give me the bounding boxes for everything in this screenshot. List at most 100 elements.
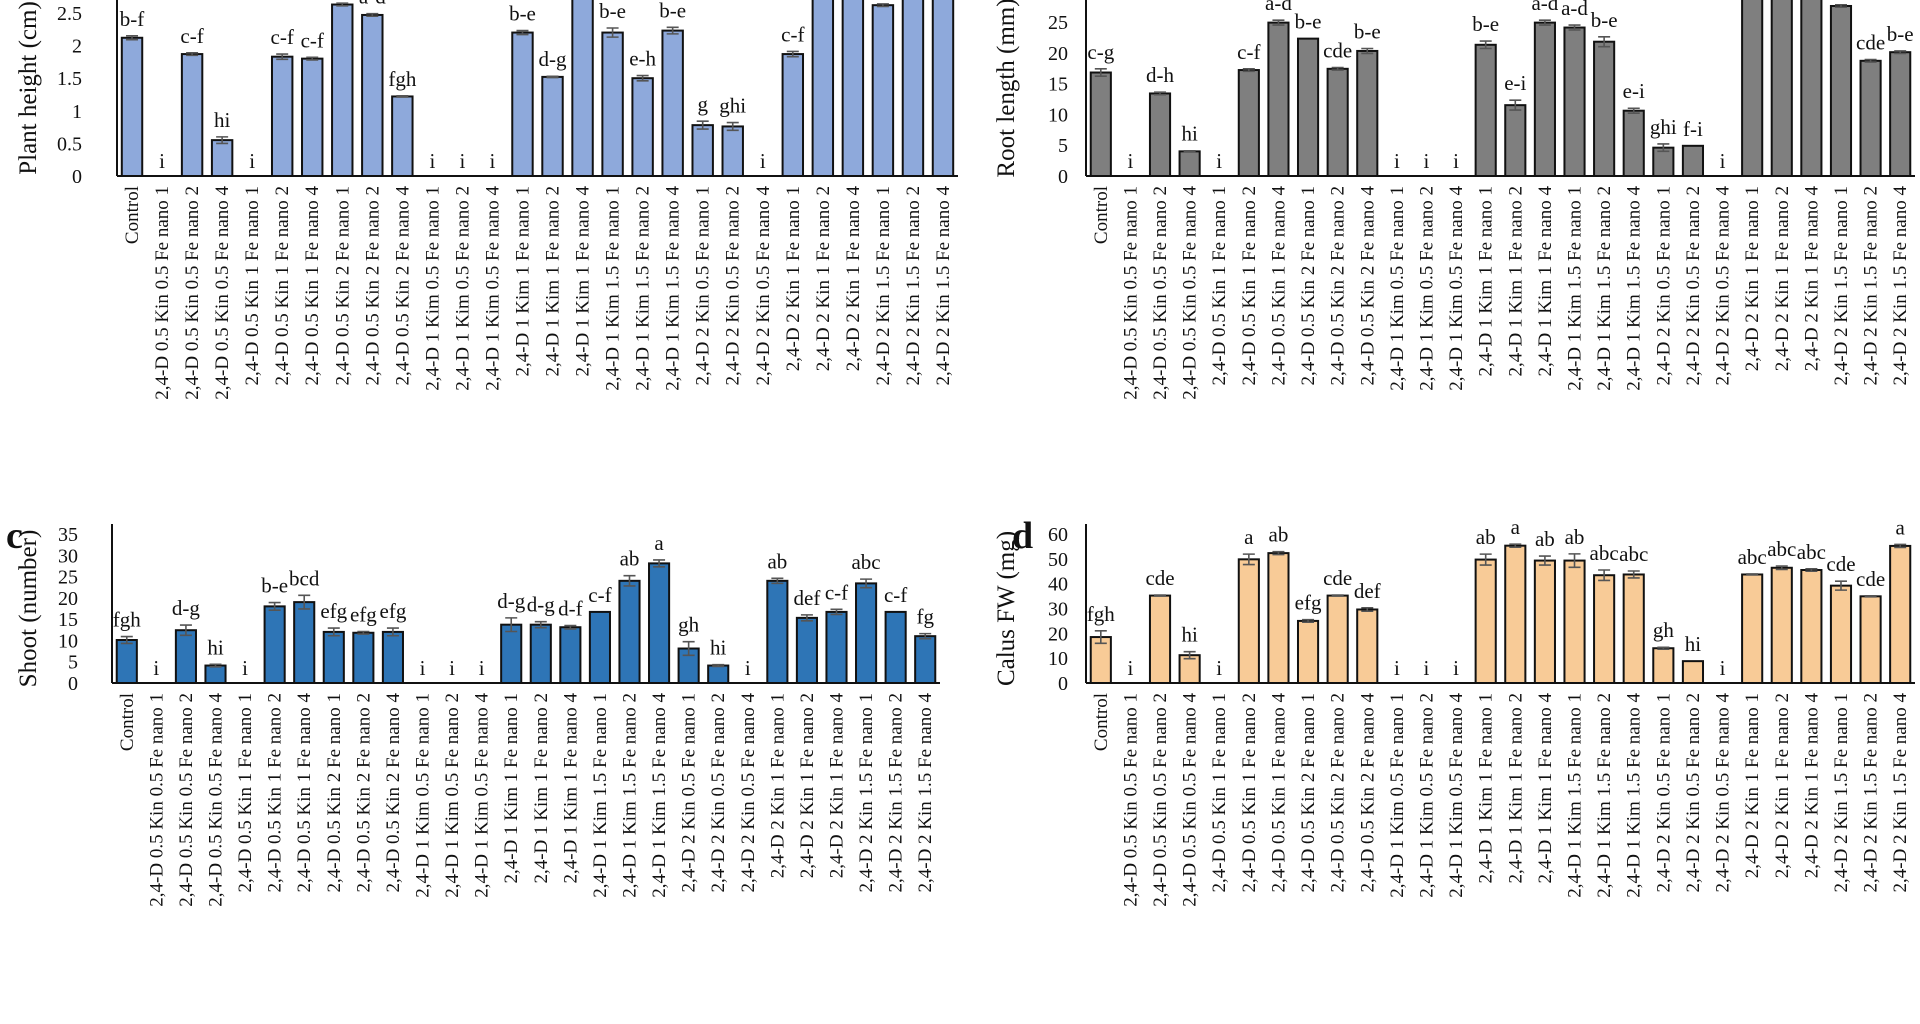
bar xyxy=(721,125,744,177)
significance-letter: fgh xyxy=(388,67,416,91)
error-bar xyxy=(830,608,843,616)
bar xyxy=(263,605,286,684)
bar xyxy=(180,53,204,178)
significance-letter: b-e xyxy=(509,2,536,26)
bar xyxy=(901,0,925,178)
x-tick-label: 2,4-D 0.5 Kin 1 Fe nano 1 xyxy=(1209,693,1230,892)
x-tick-label: 2,4-D 0.5 Kin 0.5 Fe nano 4 xyxy=(1180,186,1201,400)
error-bar xyxy=(336,2,349,7)
x-tick-label: 2,4-D 1 Kim 0.5 Fe nano 4 xyxy=(482,186,503,391)
significance-letter: cde xyxy=(1323,566,1352,590)
significance-letter: b-e xyxy=(1354,19,1381,43)
x-tick-label: 2,4-D 0.5 Kin 1 Fe nano 1 xyxy=(242,186,263,385)
y-tick-label: 15 xyxy=(58,609,78,631)
significance-letter: a xyxy=(654,531,664,555)
bar xyxy=(1356,49,1379,177)
x-tick-label: 2,4-D 2 Kin 0.5 Fe nano 1 xyxy=(693,186,714,385)
error-bar xyxy=(216,136,229,145)
significance-letter: hi xyxy=(207,635,224,659)
error-bar xyxy=(1657,143,1670,153)
error-bar xyxy=(396,95,409,98)
significance-letter: cde xyxy=(1856,31,1885,55)
bar xyxy=(766,579,789,684)
significance-letter: hi xyxy=(1181,122,1198,146)
x-tick-label: 2,4-D 1 Kim 1 Fe nano 4 xyxy=(1535,186,1556,377)
y-tick-label: 20 xyxy=(1048,43,1068,65)
bar xyxy=(1148,594,1172,684)
error-bar xyxy=(516,29,529,36)
bar xyxy=(601,31,624,178)
significance-letter: hi xyxy=(214,108,231,132)
error-bar xyxy=(800,614,813,622)
x-tick-label: 2,4-D 1 Kim 1 Fe nano 2 xyxy=(1505,186,1526,377)
error-bar xyxy=(876,3,889,8)
significance-letter: i xyxy=(1127,656,1133,680)
bar xyxy=(707,664,730,685)
significance-letter: abc xyxy=(851,550,880,574)
x-tick-label: 2,4-D 1 Kim 1 Fe nano 1 xyxy=(1476,186,1497,377)
error-bar xyxy=(386,627,399,637)
bar xyxy=(1504,104,1527,177)
x-tick-label: 2,4-D 1 Kim 1.5 Fe nano 4 xyxy=(1624,693,1645,898)
x-tick-label: 2,4-D 2 Kin 0.5 Fe nano 1 xyxy=(1653,186,1674,385)
significance-letter: c-f xyxy=(271,25,294,49)
bar xyxy=(1089,71,1112,177)
significance-letter: gh xyxy=(1653,618,1675,642)
significance-letter: c-f xyxy=(825,580,848,604)
y-tick-label: 30 xyxy=(58,545,78,567)
y-axis-title: Plant height (cm) xyxy=(15,1,42,175)
bar xyxy=(914,635,937,685)
significance-letter: bcd xyxy=(289,566,320,590)
chart-panel-b: Root length (mm) 0 5 10 15 20 25 c-g Control i 2,4… xyxy=(993,0,1915,400)
significance-letter: b-e xyxy=(659,0,686,22)
y-tick-label: 0 xyxy=(68,673,78,695)
x-tick-label: 2,4-D 2 Kin 0.5 Fe nano 1 xyxy=(679,693,700,892)
bar xyxy=(1296,37,1320,177)
bar xyxy=(352,631,375,684)
significance-letter: i xyxy=(242,656,248,680)
error-bar xyxy=(919,632,932,640)
x-tick-label: 2,4-D 1 Kim 1 Fe nano 2 xyxy=(531,693,552,884)
bar xyxy=(1533,559,1556,684)
x-tick-label: 2,4-D 1 Kim 0.5 Fe nano 4 xyxy=(1446,186,1467,391)
significance-letter: abc xyxy=(1767,537,1796,561)
x-tick-label: 2,4-D 2 Kin 1.5 Fe nano 2 xyxy=(886,693,907,892)
significance-letter: i xyxy=(1424,149,1430,173)
error-bar xyxy=(1361,47,1374,55)
y-tick-label: 50 xyxy=(1048,549,1068,571)
bar xyxy=(1770,0,1793,178)
error-bar xyxy=(1894,50,1907,55)
error-bar xyxy=(1361,606,1374,613)
significance-letter: a xyxy=(1511,515,1521,539)
x-tick-label: 2,4-D 1 Kim 0.5 Fe nano 1 xyxy=(413,693,434,898)
significance-letter: d-g xyxy=(172,596,200,620)
error-bar xyxy=(505,617,518,633)
error-bar xyxy=(357,630,370,635)
bar xyxy=(331,3,354,177)
y-tick-label: 40 xyxy=(1048,574,1068,596)
significance-letter: cde xyxy=(1145,566,1174,590)
bar xyxy=(571,0,594,178)
significance-letter: f-i xyxy=(1683,117,1703,141)
significance-letter: abc xyxy=(1738,545,1767,569)
x-tick-label: 2,4-D 2 Kin 0.5 Fe nano 2 xyxy=(708,693,729,892)
bar xyxy=(1237,69,1260,177)
x-tick-label: 2,4-D 1 Kim 1.5 Fe nano 1 xyxy=(590,693,611,898)
x-tick-label: 2,4-D 0.5 Kin 1 Fe nano 1 xyxy=(1209,186,1230,385)
bar xyxy=(1859,595,1882,684)
error-bar xyxy=(1627,107,1640,114)
error-bar xyxy=(1272,19,1285,26)
x-tick-label: 2,4-D 1 Kim 0.5 Fe nano 4 xyxy=(1446,693,1467,898)
x-tick-label: 2,4-D 0.5 Kin 1 Fe nano 1 xyxy=(235,693,256,892)
bar xyxy=(931,0,955,178)
x-tick-label: 2,4-D 0.5 Kin 2 Fe nano 4 xyxy=(392,186,413,386)
significance-letter: abc xyxy=(1797,540,1826,564)
bar xyxy=(1741,0,1764,178)
x-tick-label: 2,4-D 0.5 Kin 0.5 Fe nano 1 xyxy=(1120,186,1141,400)
error-bar xyxy=(1834,580,1847,591)
error-bar xyxy=(186,51,199,57)
significance-letter: b-e xyxy=(1887,22,1914,46)
significance-letter: abc xyxy=(1619,542,1648,566)
x-tick-label: 2,4-D 2 Kin 0.5 Fe nano 4 xyxy=(738,693,759,893)
significance-letter: a xyxy=(1896,515,1906,539)
